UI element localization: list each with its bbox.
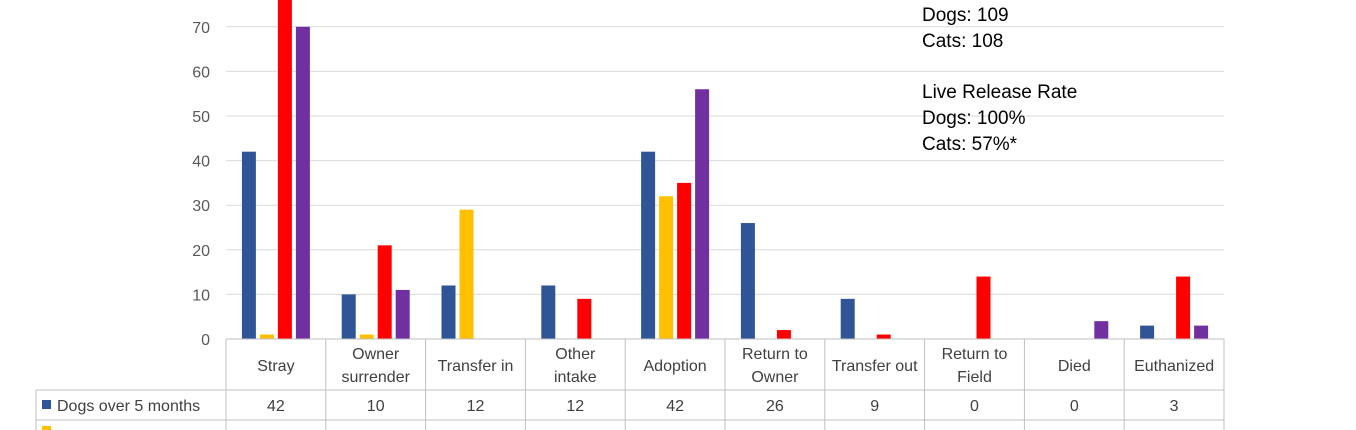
bars	[241, 0, 1209, 340]
bar	[341, 294, 356, 339]
bar	[976, 276, 991, 339]
annotation-line: Dogs: 109	[922, 5, 1009, 26]
data-label: 0	[970, 398, 979, 415]
y-tick-label: 0	[201, 332, 210, 349]
category-label: Died	[1058, 358, 1091, 375]
bar	[876, 334, 891, 339]
data-label: 26	[766, 398, 784, 415]
bar	[1140, 325, 1155, 339]
bar	[1194, 325, 1209, 339]
legend-key	[42, 400, 51, 409]
data-label: 12	[467, 398, 485, 415]
category-label: Other	[555, 346, 596, 363]
y-tick-label: 20	[192, 243, 210, 260]
legend-key	[42, 426, 51, 430]
bar	[776, 330, 791, 339]
annotation-line: Live Release Rate	[922, 82, 1077, 103]
bar	[695, 89, 710, 340]
category-label: Owner	[352, 346, 400, 363]
bar	[740, 223, 755, 339]
series-name: Dogs over 5 months	[57, 398, 200, 415]
data-table: Stray Owner surrender Transfer in Other intak…	[35, 338, 1225, 430]
y-tick-label: 50	[192, 109, 210, 126]
grid-lines	[226, 26, 1224, 295]
y-tick-label: 40	[192, 154, 210, 171]
bar	[577, 298, 592, 339]
bar	[840, 298, 855, 339]
data-label: 3	[1170, 398, 1179, 415]
bar	[441, 285, 456, 339]
bar	[295, 26, 310, 340]
category-label: Field	[957, 369, 992, 386]
bar	[541, 285, 556, 339]
bar	[641, 151, 656, 339]
y-tick-label: 30	[192, 198, 210, 215]
bar	[677, 182, 692, 339]
bar	[377, 245, 392, 339]
category-label: Transfer out	[832, 358, 918, 375]
annotation-line: Dogs: 100%	[922, 108, 1026, 129]
bar	[241, 151, 256, 339]
category-label: intake	[554, 369, 597, 386]
bar	[395, 289, 410, 339]
bar	[259, 334, 274, 339]
bar	[659, 196, 674, 339]
bar	[277, 0, 292, 339]
bar	[459, 209, 474, 339]
bar	[359, 334, 374, 339]
y-tick-label: 10	[192, 287, 210, 304]
category-label: Owner	[751, 369, 799, 386]
data-label: 12	[566, 398, 584, 415]
data-label: 0	[1070, 398, 1079, 415]
y-axis-ticks: 0 10 20 30 40 50 60 70	[192, 20, 210, 349]
category-label: Return to	[942, 346, 1008, 363]
category-label: Transfer in	[438, 358, 514, 375]
bar	[1094, 321, 1109, 339]
category-label: surrender	[341, 369, 410, 386]
data-label: 9	[870, 398, 879, 415]
y-tick-label: 70	[192, 20, 210, 37]
data-label: 10	[367, 398, 385, 415]
y-tick-label: 60	[192, 64, 210, 81]
category-label: Euthanized	[1134, 358, 1214, 375]
data-label: 42	[267, 398, 285, 415]
category-label: Adoption	[644, 358, 707, 375]
bar	[1176, 276, 1191, 339]
data-label: 42	[666, 398, 684, 415]
annotation-line: Cats: 57%*	[922, 134, 1018, 155]
annotation-line: Cats: 108	[922, 31, 1003, 52]
category-label: Return to	[742, 346, 808, 363]
category-label: Stray	[257, 358, 294, 375]
annotation-box: Dogs: 109 Cats: 108 Live Release Rate Dogs:…	[922, 5, 1077, 155]
